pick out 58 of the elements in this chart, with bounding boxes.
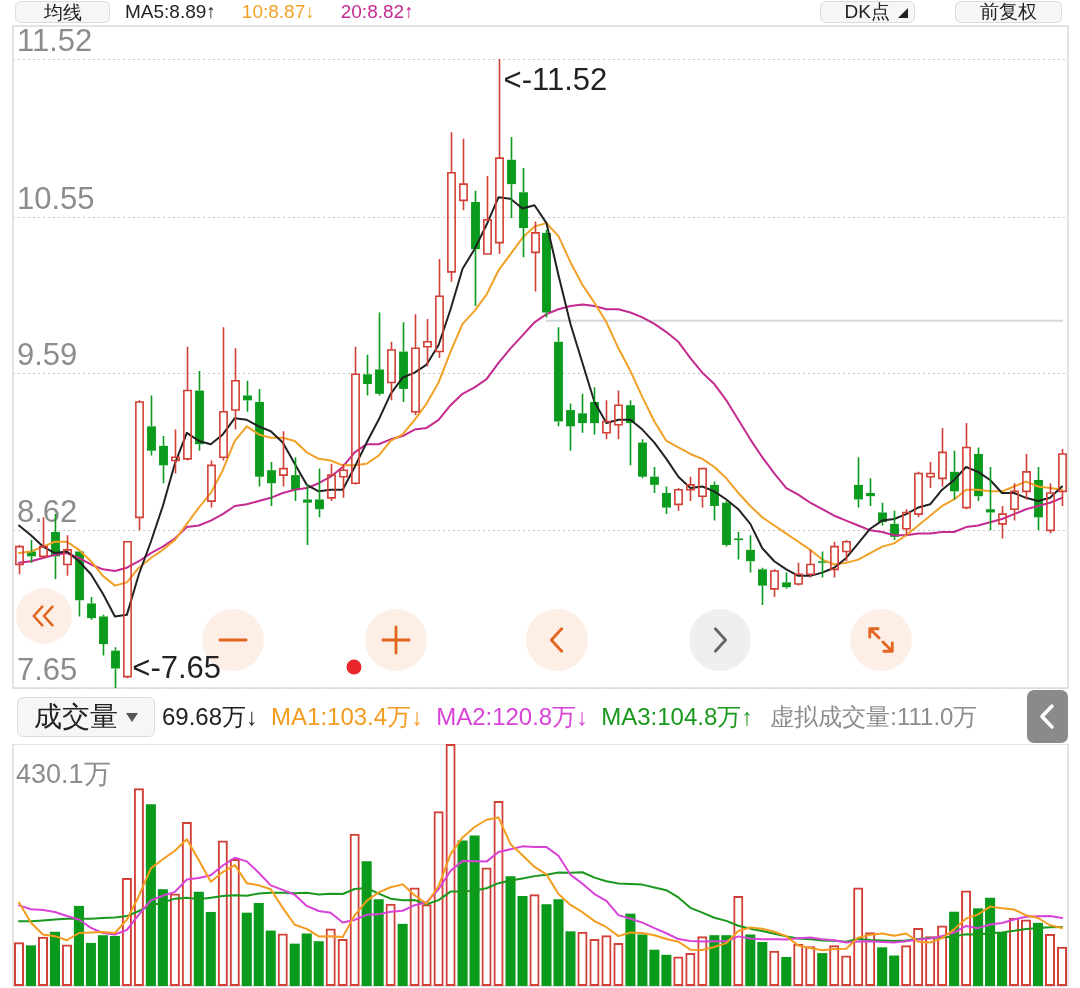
bar: [193, 891, 204, 986]
annotation: <-7.65: [132, 650, 222, 686]
text: MA5:8.89↑: [125, 1, 216, 23]
bar: [997, 933, 1008, 986]
text: 虚拟成交量:111.0万: [770, 702, 978, 732]
bar: [661, 954, 672, 986]
bar: [1032, 922, 1044, 986]
bar: [373, 899, 384, 986]
bar: [301, 933, 312, 986]
bar: [649, 949, 660, 986]
bar: [817, 953, 828, 986]
annotation: 430.1万: [16, 758, 111, 789]
bar: [205, 911, 216, 986]
bar: [877, 947, 888, 986]
bar: [145, 804, 156, 986]
bar: [73, 905, 84, 986]
bar: [721, 935, 732, 986]
bar: [637, 934, 648, 986]
bar: [973, 908, 984, 986]
y-tick-label: 11.52: [17, 23, 93, 59]
bar: [253, 902, 264, 986]
bar: [109, 935, 120, 986]
bar: [25, 945, 37, 986]
bar: [241, 912, 252, 986]
text: 前复权: [955, 1, 1062, 23]
text: 69.68万↓: [162, 702, 259, 732]
bar: [265, 930, 276, 986]
bar: [889, 955, 900, 986]
bar: [781, 956, 792, 986]
chart-title: 均线: [43, 1, 82, 23]
bar: [625, 913, 636, 986]
bar: [157, 889, 168, 986]
bar: [313, 941, 324, 986]
bar: [85, 942, 96, 986]
text: 20:8.82↑: [340, 1, 414, 23]
text: DK点: [819, 1, 915, 23]
text: MA1:103.4万↓: [271, 702, 424, 732]
bar: [469, 835, 480, 986]
bar: [289, 943, 300, 986]
bar: [985, 897, 996, 986]
y-tick-label: 8.62: [17, 494, 78, 530]
bar: [361, 861, 372, 986]
bar: [397, 923, 408, 986]
bar: [949, 911, 960, 986]
bar: [757, 941, 768, 986]
y-tick-label: 7.65: [17, 652, 78, 688]
chart-title: 成交量: [34, 701, 118, 732]
y-tick-label: 9.59: [17, 336, 78, 372]
bar: [97, 935, 108, 986]
text: 10:8.87↓: [241, 1, 315, 23]
text: MA3:104.8万↑: [601, 702, 754, 732]
bar: [745, 934, 756, 986]
bar: [457, 840, 468, 986]
annotation: <-11.52: [503, 62, 608, 98]
bar: [49, 931, 60, 986]
bar: [709, 935, 720, 986]
text: MA2:120.8万↓: [436, 702, 589, 732]
y-tick-label: 10.55: [17, 180, 95, 216]
